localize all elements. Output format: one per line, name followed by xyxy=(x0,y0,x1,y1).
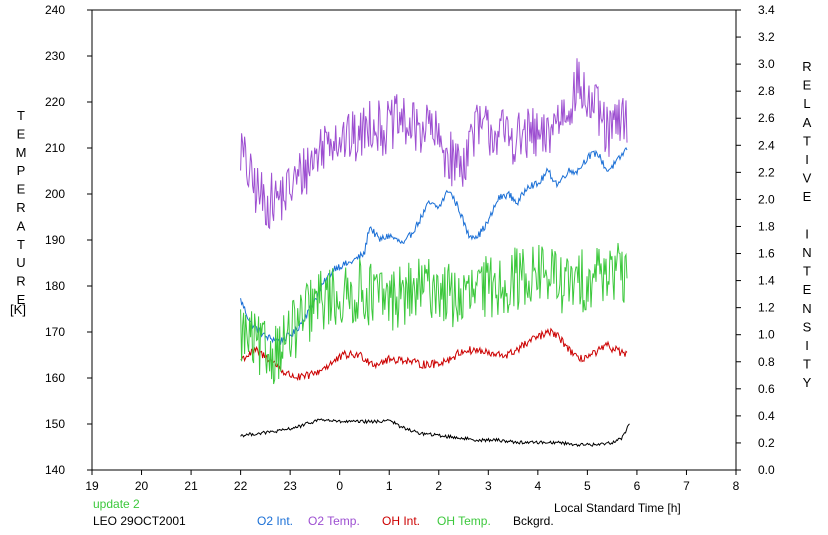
right-tick-label: 1.0 xyxy=(758,328,775,342)
station-text: LEO 29OCT2001 xyxy=(93,514,186,528)
x-tick-label: 2 xyxy=(435,479,442,493)
right-tick-label: 3.0 xyxy=(758,57,775,71)
right-tick-label: 0.6 xyxy=(758,382,775,396)
right-tick-label: 0.8 xyxy=(758,355,775,369)
left-tick-label: 170 xyxy=(45,325,65,339)
legend-entry: OH Int. xyxy=(382,514,420,528)
x-tick-label: 0 xyxy=(336,479,343,493)
right-tick-label: 2.8 xyxy=(758,84,775,98)
x-tick-label: 6 xyxy=(634,479,641,493)
legend-entry: O2 Temp. xyxy=(308,514,360,528)
left-tick-label: 230 xyxy=(45,49,65,63)
series-line-1 xyxy=(240,146,628,346)
legend-entry: O2 Int. xyxy=(257,514,293,528)
plot-frame xyxy=(91,9,737,471)
x-tick-label: 4 xyxy=(535,479,542,493)
update-text: update 2 xyxy=(93,497,140,511)
right-tick-label: 3.4 xyxy=(758,3,775,17)
right-tick-label: 3.2 xyxy=(758,30,775,44)
x-tick-label: 21 xyxy=(184,479,198,493)
right-tick-label: 0.2 xyxy=(758,436,775,450)
legend: O2 Int. O2 Temp. OH Int. OH Temp. Bckgrd. xyxy=(257,514,554,528)
right-tick-label: 2.4 xyxy=(758,138,775,152)
right-tick-label: 2.2 xyxy=(758,165,775,179)
left-axis-ticks: 140 150 160 170 180 190 200 210 220 230 240 xyxy=(45,3,92,477)
x-tick-label: 22 xyxy=(234,479,248,493)
left-tick-label: 150 xyxy=(45,417,65,431)
x-axis-ticks: 19 20 21 22 23 0 1 2 3 4 5 6 7 8 xyxy=(85,470,740,493)
left-tick-label: 160 xyxy=(45,371,65,385)
series-line-2 xyxy=(240,58,628,230)
legend-entry: OH Temp. xyxy=(437,514,491,528)
legend-entry: Bckgrd. xyxy=(513,514,554,528)
x-axis-label: Local Standard Time [h] xyxy=(554,501,681,515)
left-tick-label: 140 xyxy=(45,463,65,477)
left-axis-unit: [K] xyxy=(10,302,26,317)
right-tick-label: 0.4 xyxy=(758,409,775,423)
x-tick-label: 3 xyxy=(485,479,492,493)
left-tick-label: 190 xyxy=(45,233,65,247)
right-tick-label: 1.6 xyxy=(758,247,775,261)
series-line-5 xyxy=(240,418,630,447)
left-tick-label: 210 xyxy=(45,141,65,155)
right-axis-ticks: 0.0 0.2 0.4 0.6 0.8 1.0 1.2 1.4 1.6 1.8 2.0 2.2 2.4 2… xyxy=(736,3,775,477)
x-tick-label: 8 xyxy=(733,479,740,493)
series-line-4 xyxy=(240,242,628,385)
x-tick-label: 23 xyxy=(283,479,297,493)
right-tick-label: 0.0 xyxy=(758,463,775,477)
right-tick-label: 2.6 xyxy=(758,111,775,125)
x-tick-label: 19 xyxy=(85,479,99,493)
right-tick-label: 2.0 xyxy=(758,192,775,206)
x-tick-label: 7 xyxy=(683,479,690,493)
x-tick-label: 5 xyxy=(584,479,591,493)
right-tick-label: 1.4 xyxy=(758,274,775,288)
right-tick-label: 1.2 xyxy=(758,301,775,315)
series-lines xyxy=(240,58,630,447)
left-tick-label: 200 xyxy=(45,187,65,201)
right-tick-label: 1.8 xyxy=(758,219,775,233)
left-tick-label: 240 xyxy=(45,3,65,17)
left-tick-label: 180 xyxy=(45,279,65,293)
x-tick-label: 1 xyxy=(386,479,393,493)
left-tick-label: 220 xyxy=(45,95,65,109)
x-tick-label: 20 xyxy=(135,479,149,493)
series-line-3 xyxy=(240,327,628,382)
